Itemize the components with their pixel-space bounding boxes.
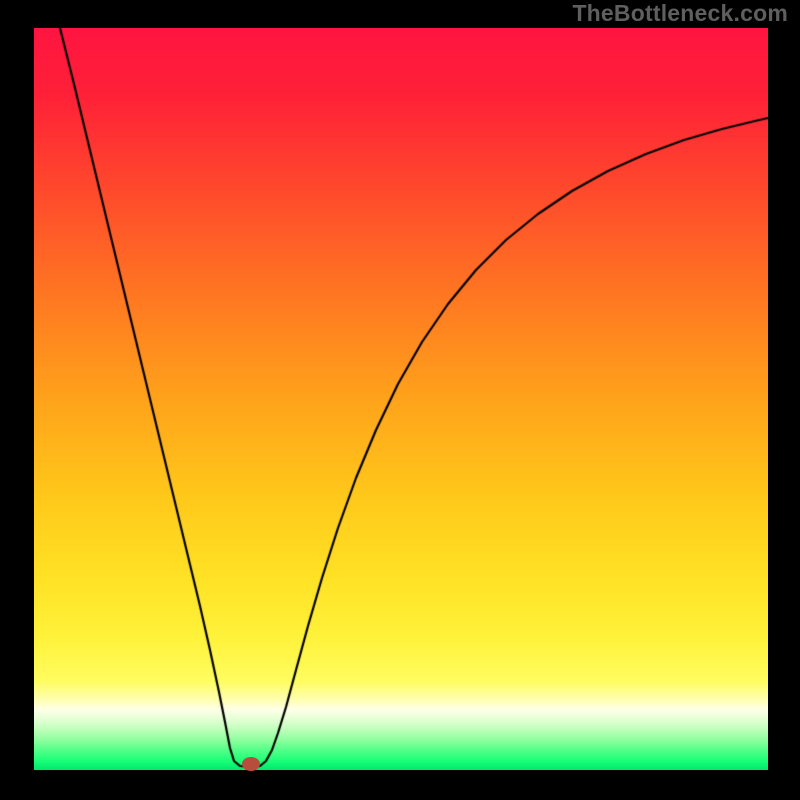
bottleneck-curve [0,0,800,800]
watermark-text: TheBottleneck.com [572,0,788,27]
optimal-point-marker [242,757,260,771]
